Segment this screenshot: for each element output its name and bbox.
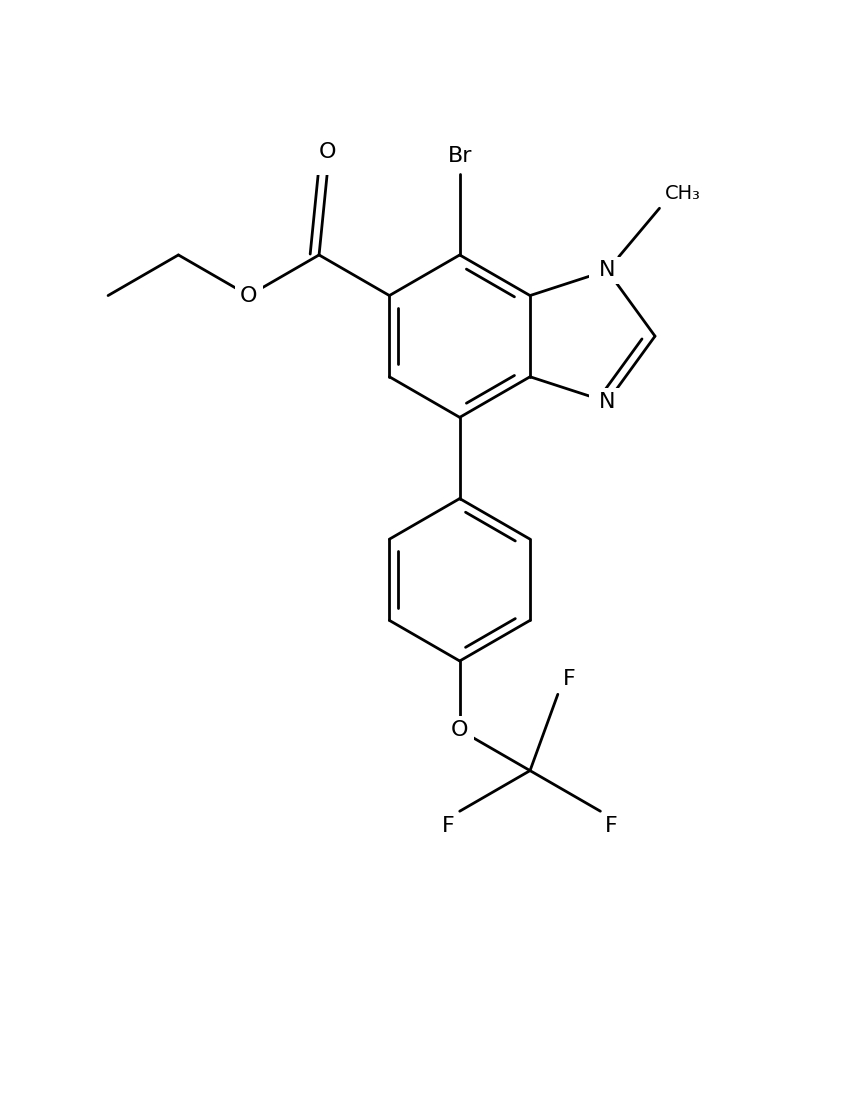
Text: F: F [442, 817, 455, 837]
Text: N: N [598, 392, 615, 412]
Text: O: O [450, 720, 468, 740]
Text: Br: Br [447, 146, 472, 166]
FancyBboxPatch shape [589, 388, 624, 416]
Text: F: F [604, 817, 617, 837]
FancyBboxPatch shape [445, 716, 473, 744]
Text: CH₃: CH₃ [664, 184, 699, 203]
Text: N: N [598, 261, 615, 281]
FancyBboxPatch shape [313, 147, 341, 175]
FancyBboxPatch shape [589, 256, 624, 284]
FancyBboxPatch shape [234, 282, 263, 310]
Text: O: O [239, 285, 257, 305]
Text: O: O [318, 143, 336, 163]
Text: F: F [562, 670, 575, 690]
